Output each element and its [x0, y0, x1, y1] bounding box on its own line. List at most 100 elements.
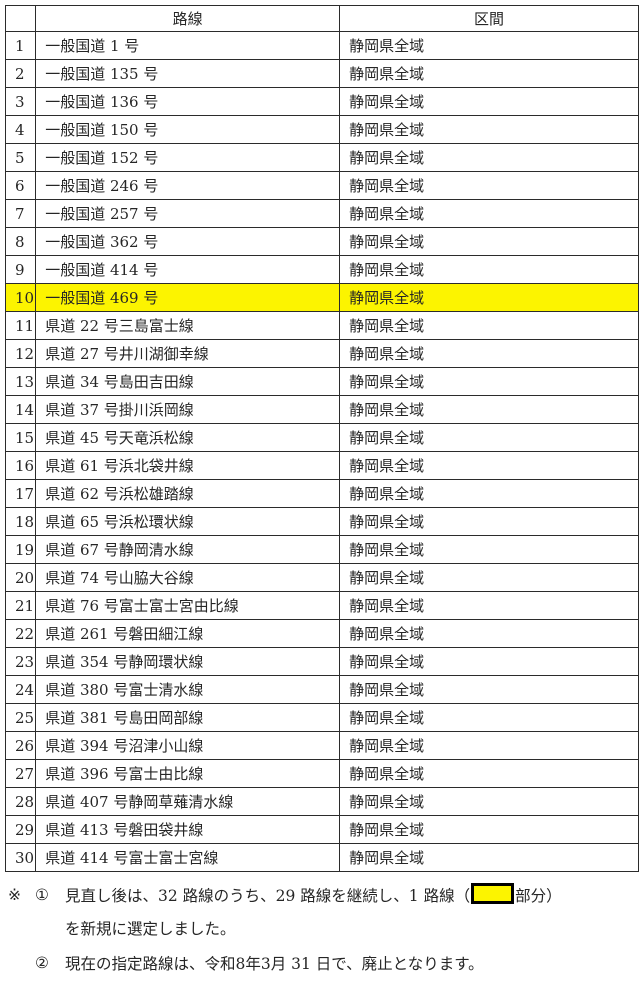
row-number-cell: 21 [4, 591, 37, 620]
row-number-cell: 26 [4, 731, 37, 760]
table-row: 7 一般国道 257 号 静岡県全域 [4, 199, 639, 228]
route-cell: 県道 65 号浜松環状線 [35, 507, 341, 536]
row-number-cell: 25 [4, 703, 37, 732]
section-cell: 静岡県全域 [339, 423, 639, 452]
table-row: 13 県道 34 号島田吉田線 静岡県全域 [4, 367, 639, 396]
route-cell: 県道 396 号富士由比線 [35, 759, 341, 788]
section-cell: 静岡県全域 [339, 759, 639, 788]
table-row: 3 一般国道 136 号 静岡県全域 [4, 87, 639, 116]
route-cell: 一般国道 469 号 [35, 283, 341, 312]
table-row: 14 県道 37 号掛川浜岡線 静岡県全域 [4, 395, 639, 424]
note-marker: ※ [8, 885, 21, 904]
row-number-cell: 29 [4, 815, 37, 844]
section-cell: 静岡県全域 [339, 199, 639, 228]
section-cell: 静岡県全域 [339, 451, 639, 480]
section-cell: 静岡県全域 [339, 563, 639, 592]
section-cell: 静岡県全域 [339, 283, 639, 312]
route-cell: 県道 67 号静岡清水線 [35, 535, 341, 564]
row-number-cell: 2 [4, 59, 37, 88]
section-cell: 静岡県全域 [339, 367, 639, 396]
section-cell: 静岡県全域 [339, 87, 639, 116]
route-cell: 一般国道 135 号 [35, 59, 341, 88]
table-row: 9 一般国道 414 号 静岡県全域 [4, 255, 639, 284]
note-1-line-2: を新規に選定しました。 [65, 920, 236, 938]
row-number-cell: 6 [4, 171, 37, 200]
section-cell: 静岡県全域 [339, 171, 639, 200]
table-row: 11 県道 22 号三島富士線 静岡県全域 [4, 311, 639, 340]
routes-table: 路線 区間 1 一般国道 1 号 静岡県全域 2 一般国道 135 号 静岡県全… [4, 5, 639, 872]
row-number-cell: 13 [4, 367, 37, 396]
table-row: 21 県道 76 号富士富士宮由比線 静岡県全域 [4, 591, 639, 620]
section-cell: 静岡県全域 [339, 843, 639, 872]
row-number-cell: 7 [4, 199, 37, 228]
section-cell: 静岡県全域 [339, 591, 639, 620]
row-number-cell: 3 [4, 87, 37, 116]
route-cell: 一般国道 1 号 [35, 31, 341, 60]
route-cell: 県道 380 号富士清水線 [35, 675, 341, 704]
section-cell: 静岡県全域 [339, 787, 639, 816]
route-cell: 県道 76 号富士富士宮由比線 [35, 591, 341, 620]
section-cell: 静岡県全域 [339, 703, 639, 732]
row-number-cell: 27 [4, 759, 37, 788]
route-cell: 県道 34 号島田吉田線 [35, 367, 341, 396]
route-cell: 県道 414 号富士富士宮線 [35, 843, 341, 872]
row-number-cell: 10 [4, 283, 37, 312]
note-2-number: ② [35, 954, 49, 972]
route-cell: 県道 381 号島田岡部線 [35, 703, 341, 732]
table-row: 30 県道 414 号富士富士宮線 静岡県全域 [4, 843, 639, 872]
footnotes: ※ ① 見直し後は、32 路線のうち、29 路線を継続し、1 路線（ 部分） を新… [8, 883, 644, 974]
section-cell: 静岡県全域 [339, 339, 639, 368]
header-row: 路線 区間 [4, 5, 639, 32]
row-number-cell: 23 [4, 647, 37, 676]
row-number-cell: 28 [4, 787, 37, 816]
section-cell: 静岡県全域 [339, 507, 639, 536]
route-cell: 一般国道 152 号 [35, 143, 341, 172]
row-number-cell: 12 [4, 339, 37, 368]
route-cell: 県道 45 号天竜浜松線 [35, 423, 341, 452]
section-cell: 静岡県全域 [339, 395, 639, 424]
note-2-line: ② 現在の指定路線は、令和8年3月 31 日で、廃止となります。 [8, 952, 644, 974]
route-cell: 県道 61 号浜北袋井線 [35, 451, 341, 480]
note-2-text: 現在の指定路線は、令和8年3月 31 日で、廃止となります。 [65, 955, 484, 973]
section-cell: 静岡県全域 [339, 647, 639, 676]
table-row: 25 県道 381 号島田岡部線 静岡県全域 [4, 703, 639, 732]
route-cell: 一般国道 362 号 [35, 227, 341, 256]
route-cell: 県道 413 号磐田袋井線 [35, 815, 341, 844]
section-cell: 静岡県全域 [339, 731, 639, 760]
header-no [4, 5, 37, 32]
table-row: 18 県道 65 号浜松環状線 静岡県全域 [4, 507, 639, 536]
row-number-cell: 4 [4, 115, 37, 144]
table-row: 16 県道 61 号浜北袋井線 静岡県全域 [4, 451, 639, 480]
row-number-cell: 17 [4, 479, 37, 508]
header-route: 路線 [35, 5, 341, 32]
header-section: 区間 [339, 5, 639, 32]
row-number-cell: 24 [4, 675, 37, 704]
table-row: 26 県道 394 号沼津小山線 静岡県全域 [4, 731, 639, 760]
table-row: 8 一般国道 362 号 静岡県全域 [4, 227, 639, 256]
table-row: 24 県道 380 号富士清水線 静岡県全域 [4, 675, 639, 704]
row-number-cell: 1 [4, 31, 37, 60]
note-1-text-before: 見直し後は、32 路線のうち、29 路線を継続し、1 路線（ [65, 887, 471, 905]
table-row: 29 県道 413 号磐田袋井線 静岡県全域 [4, 815, 639, 844]
route-cell: 県道 394 号沼津小山線 [35, 731, 341, 760]
route-cell: 一般国道 136 号 [35, 87, 341, 116]
route-cell: 一般国道 414 号 [35, 255, 341, 284]
table-row: 10 一般国道 469 号 静岡県全域 [4, 283, 639, 312]
table-row: 20 県道 74 号山脇大谷線 静岡県全域 [4, 563, 639, 592]
route-cell: 一般国道 246 号 [35, 171, 341, 200]
route-cell: 県道 37 号掛川浜岡線 [35, 395, 341, 424]
row-number-cell: 15 [4, 423, 37, 452]
route-cell: 一般国道 257 号 [35, 199, 341, 228]
row-number-cell: 14 [4, 395, 37, 424]
section-cell: 静岡県全域 [339, 619, 639, 648]
row-number-cell: 11 [4, 311, 37, 340]
table-row: 6 一般国道 246 号 静岡県全域 [4, 171, 639, 200]
note-1-line-1: ※ ① 見直し後は、32 路線のうち、29 路線を継続し、1 路線（ 部分） [8, 883, 644, 906]
row-number-cell: 5 [4, 143, 37, 172]
table-row: 12 県道 27 号井川湖御幸線 静岡県全域 [4, 339, 639, 368]
route-cell: 県道 74 号山脇大谷線 [35, 563, 341, 592]
table-row: 23 県道 354 号静岡環状線 静岡県全域 [4, 647, 639, 676]
route-cell: 県道 22 号三島富士線 [35, 311, 341, 340]
section-cell: 静岡県全域 [339, 311, 639, 340]
page: 路線 区間 1 一般国道 1 号 静岡県全域 2 一般国道 135 号 静岡県全… [0, 5, 644, 1005]
